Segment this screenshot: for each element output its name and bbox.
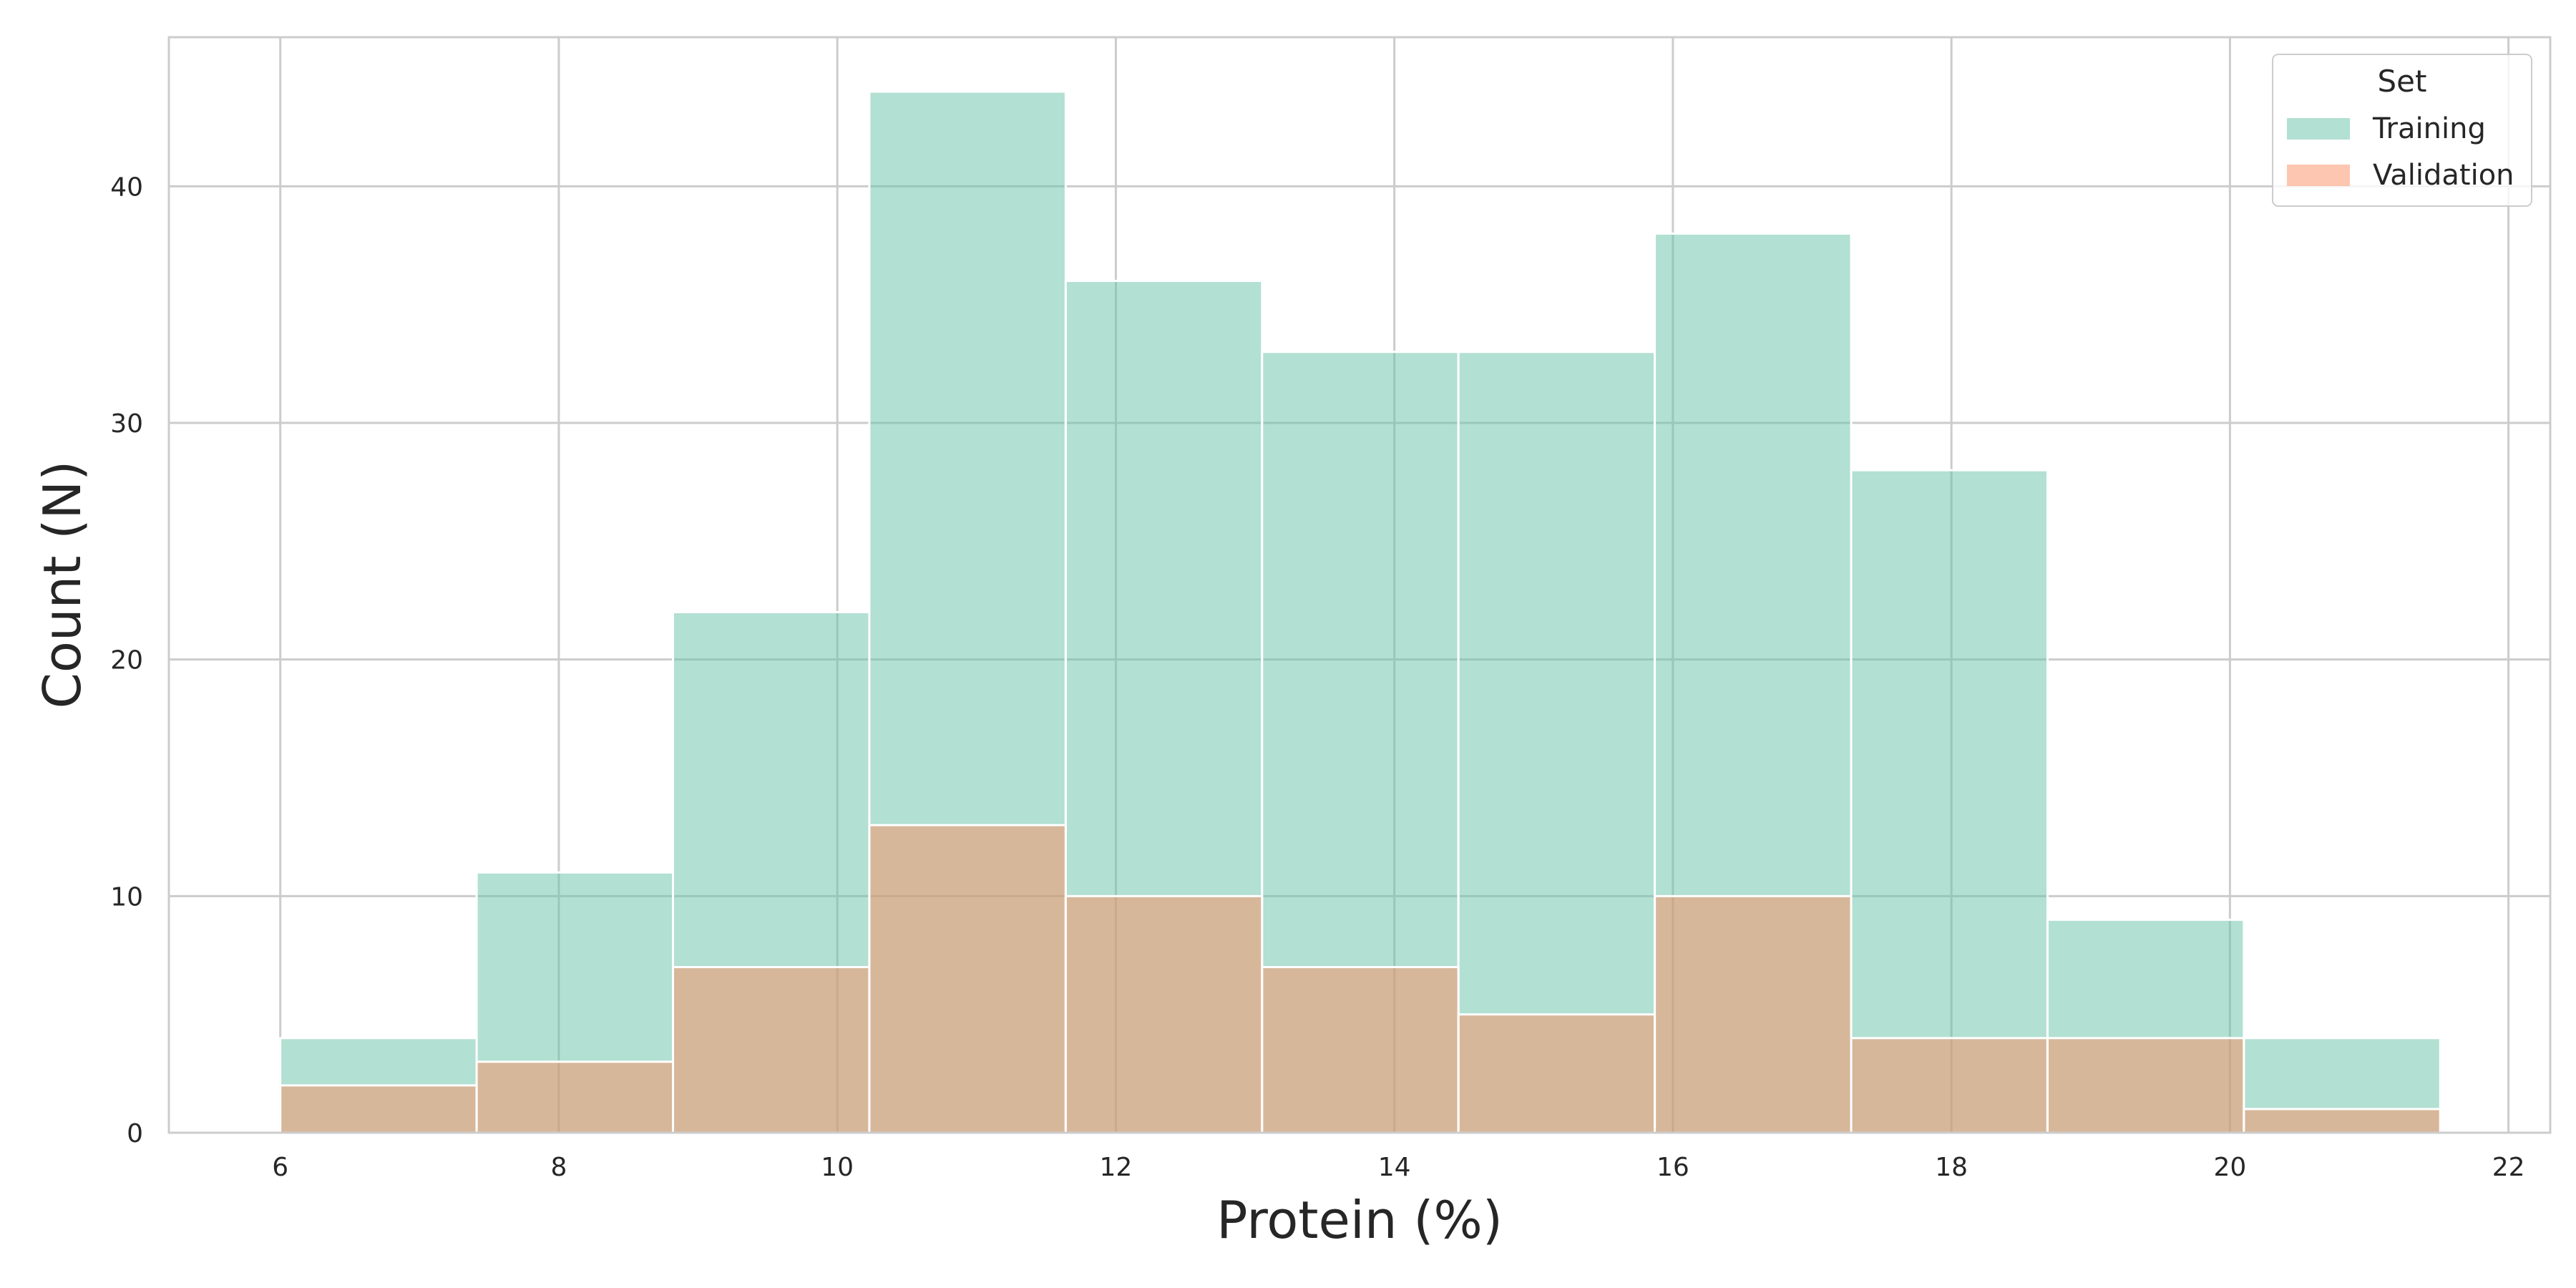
y-axis-label: Count (N): [32, 461, 92, 709]
validation-bar: [868, 824, 1067, 1134]
legend-title: Set: [2378, 64, 2427, 99]
legend-swatch-validation: [2287, 165, 2350, 186]
x-tick-label: 16: [1657, 1153, 1689, 1182]
validation-bar: [1261, 966, 1460, 1134]
validation-bar: [1850, 1037, 2049, 1134]
legend-label-validation: Validation: [2373, 159, 2514, 192]
plot-frame: [167, 36, 2552, 1134]
x-axis-label: Protein (%): [1216, 1190, 1503, 1250]
x-tick-label: 18: [1935, 1153, 1968, 1182]
x-tick-label: 6: [272, 1153, 288, 1182]
y-tick-label: 0: [127, 1119, 143, 1148]
y-tick-label: 20: [110, 646, 143, 675]
validation-bar: [1457, 1013, 1657, 1134]
x-tick-label: 12: [1100, 1153, 1133, 1182]
x-tick-label: 22: [2492, 1153, 2525, 1182]
legend-label-training: Training: [2372, 112, 2486, 145]
x-tick-label: 20: [2213, 1153, 2246, 1182]
y-tick-label: 10: [110, 882, 143, 912]
y-tick-label: 40: [110, 172, 143, 202]
validation-bar: [2243, 1108, 2441, 1134]
x-tick-label: 10: [821, 1153, 854, 1182]
validation-bar: [1654, 894, 1853, 1134]
legend: Set Training Validation: [2272, 54, 2532, 207]
validation-bar: [672, 966, 871, 1134]
legend-swatch-training: [2287, 118, 2350, 140]
validation-bar: [2046, 1037, 2245, 1134]
y-tick-label: 30: [110, 409, 143, 439]
training-bar: [1850, 469, 2049, 1134]
validation-bars: [279, 824, 2441, 1134]
y-tick-labels: 0 10 20 30 40: [110, 172, 143, 1148]
validation-bar: [279, 1084, 478, 1134]
x-tick-labels: 6 8 10 12 14 16 18 20 22: [272, 1153, 2524, 1182]
x-tick-label: 8: [550, 1153, 567, 1182]
validation-bar: [475, 1060, 675, 1134]
x-tick-label: 14: [1378, 1153, 1411, 1182]
training-bar: [1457, 351, 1657, 1134]
validation-bar: [1064, 894, 1264, 1134]
training-bars: [279, 90, 2441, 1134]
